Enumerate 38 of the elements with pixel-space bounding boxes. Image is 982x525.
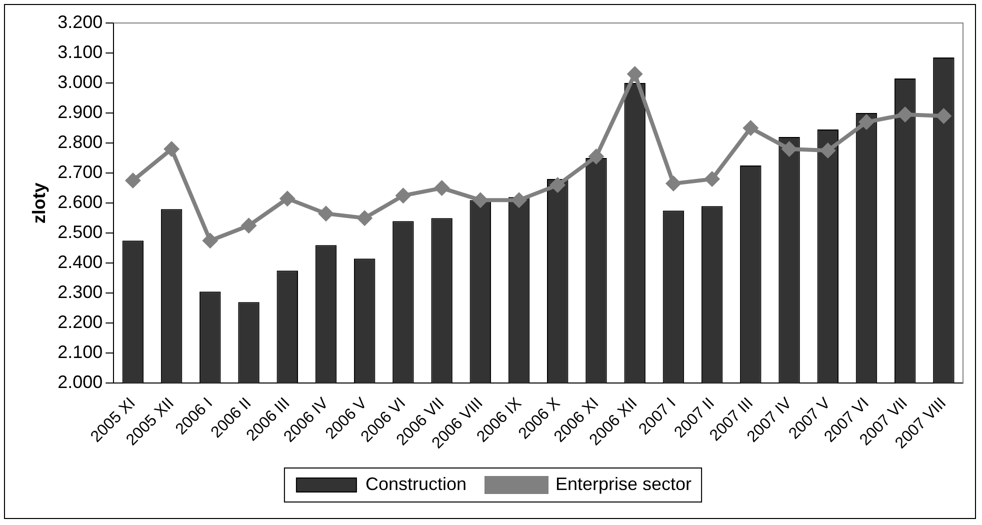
point — [936, 108, 952, 124]
y-tick-label: 3.100 — [58, 42, 103, 62]
point — [897, 106, 914, 123]
y-tick-label: 2.500 — [58, 222, 103, 242]
legend-label: Enterprise sector — [555, 474, 692, 494]
point — [124, 172, 141, 189]
point — [395, 188, 412, 204]
y-tick-label: 2.700 — [58, 162, 103, 182]
point — [704, 171, 720, 188]
y-axis-title: zloty — [28, 182, 49, 224]
y-tick-label: 2.300 — [58, 282, 103, 302]
point — [626, 66, 643, 82]
point — [318, 206, 334, 222]
y-tick-label: 2.600 — [58, 192, 103, 212]
y-tick-label: 2.900 — [58, 102, 103, 122]
point — [164, 141, 180, 158]
point — [356, 210, 373, 226]
point — [511, 192, 528, 208]
y-tick-label: 2.000 — [58, 372, 103, 392]
point — [472, 192, 488, 208]
y-tick-label: 2.800 — [58, 132, 103, 152]
y-tick-label: 3.000 — [58, 72, 103, 92]
y-tick-label: 2.200 — [58, 312, 103, 332]
point — [665, 176, 682, 192]
point — [240, 218, 257, 234]
point — [588, 148, 604, 165]
point — [781, 141, 798, 158]
point — [742, 120, 759, 136]
point — [434, 180, 450, 196]
point — [820, 142, 836, 159]
point — [279, 190, 296, 207]
y-tick-label: 3.200 — [58, 12, 103, 32]
y-tick-label: 2.400 — [58, 252, 103, 272]
point — [858, 114, 874, 130]
y-tick-label: 2.100 — [58, 342, 103, 362]
legend-label: Construction — [365, 474, 467, 494]
point — [550, 177, 566, 194]
point — [202, 232, 218, 249]
